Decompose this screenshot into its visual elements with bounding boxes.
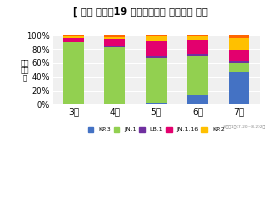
Bar xyxy=(187,95,208,104)
Legend: KP.3, JN.1, LB.1, JN.1.16, KP.2: KP.3, JN.1, LB.1, JN.1.16, KP.2 xyxy=(88,127,225,132)
Bar xyxy=(63,38,84,42)
Bar xyxy=(228,35,249,38)
Bar xyxy=(228,50,249,61)
Text: ※해당1주(7.20~8.2)2주: ※해당1주(7.20~8.2)2주 xyxy=(223,124,266,128)
Bar xyxy=(63,42,84,104)
Bar xyxy=(187,36,208,40)
Bar xyxy=(104,37,125,39)
Bar xyxy=(146,56,167,58)
Bar xyxy=(228,72,249,104)
Bar xyxy=(146,58,167,103)
Text: [ 국내 코로나19 변이바이러스 세부계통 점유: [ 국내 코로나19 변이바이러스 세부계통 점유 xyxy=(73,6,207,17)
Bar xyxy=(146,103,167,104)
Bar xyxy=(187,35,208,36)
Bar xyxy=(228,38,249,50)
Bar xyxy=(187,54,208,56)
Bar xyxy=(146,41,167,56)
Bar xyxy=(63,36,84,38)
Bar xyxy=(187,56,208,95)
Bar xyxy=(146,35,167,36)
Bar xyxy=(104,35,125,37)
Bar xyxy=(146,36,167,41)
Bar xyxy=(187,40,208,54)
Y-axis label: 야행
야도
료: 야행 야도 료 xyxy=(21,59,29,81)
Bar xyxy=(104,39,125,46)
Bar xyxy=(63,35,84,36)
Bar xyxy=(104,46,125,47)
Bar xyxy=(228,63,249,72)
Bar xyxy=(104,47,125,104)
Bar xyxy=(228,61,249,63)
